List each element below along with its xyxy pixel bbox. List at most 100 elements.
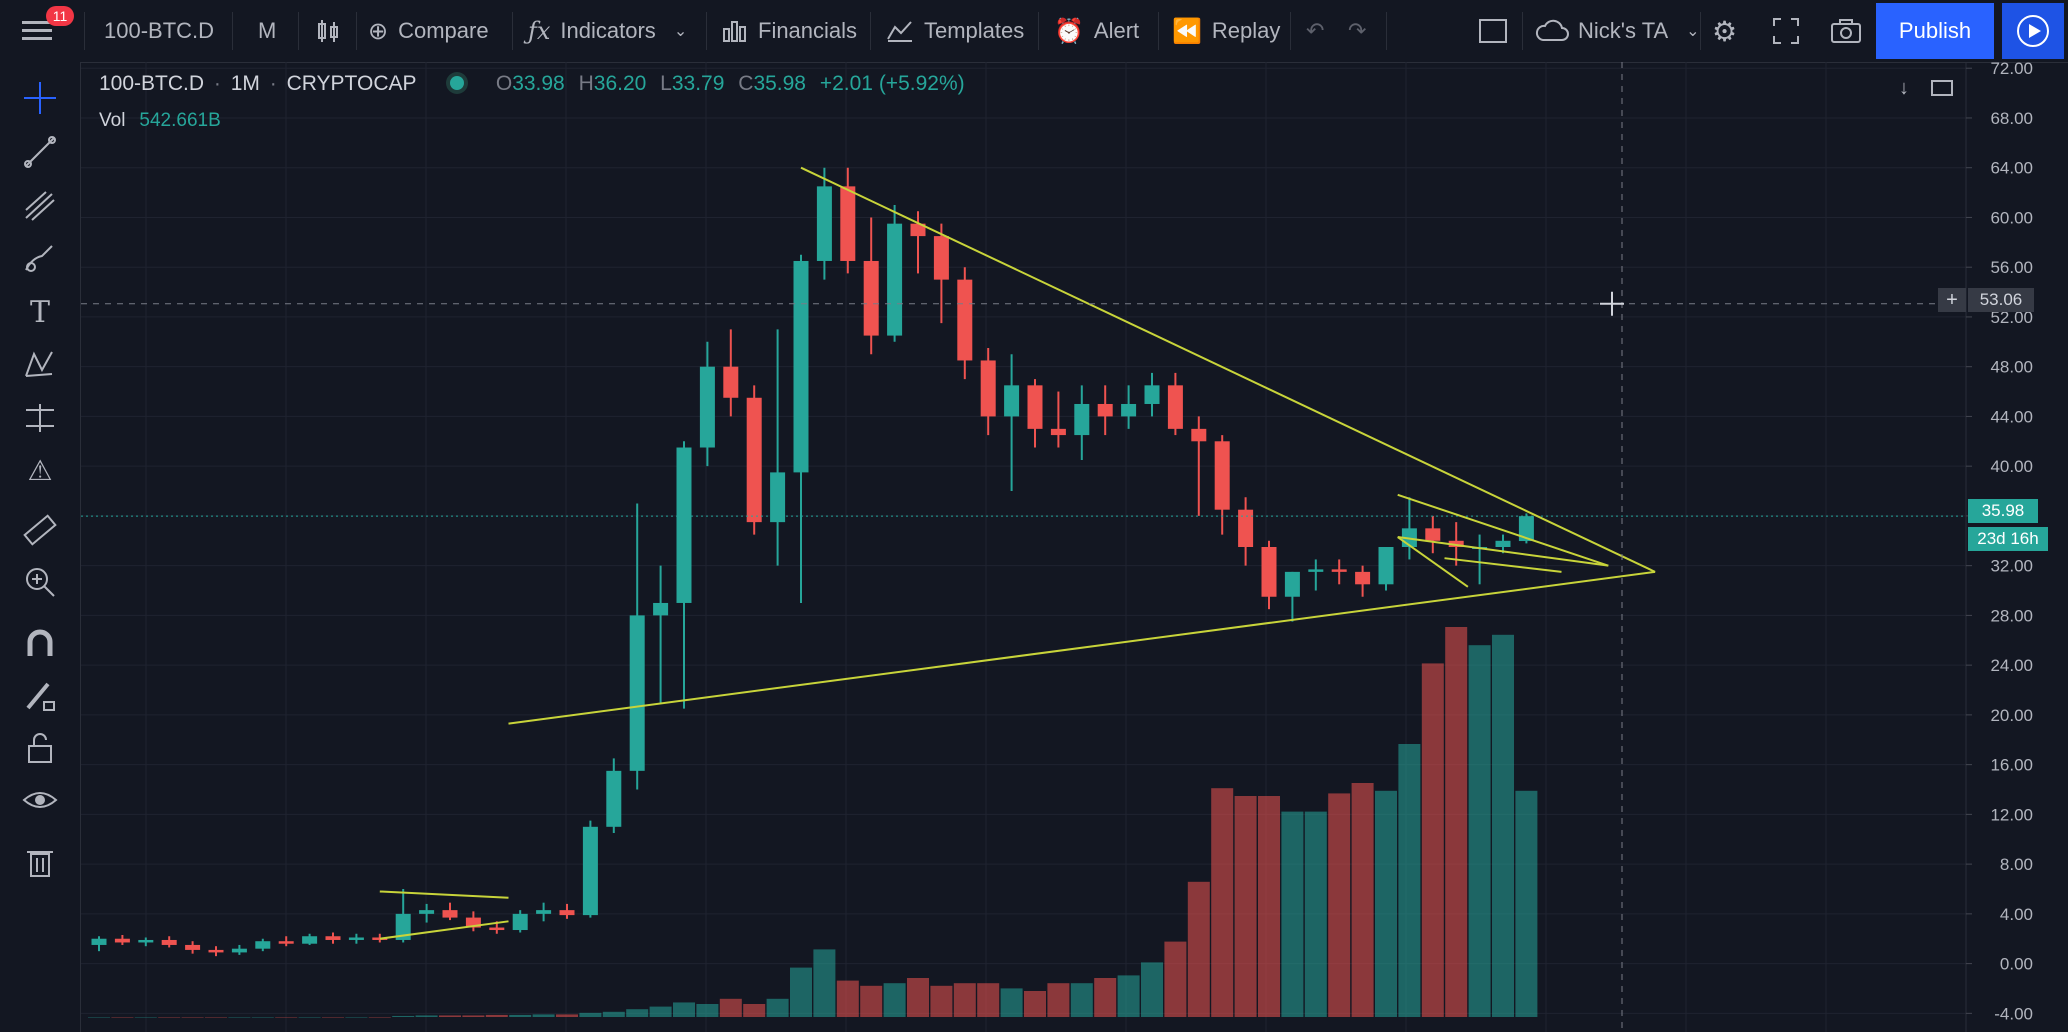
candle <box>629 503 645 790</box>
chart-legend: 100-BTC.D · 1M · CRYPTOCAP O33.98 H36.20… <box>99 72 965 95</box>
candle-body <box>1495 540 1511 547</box>
candle <box>91 936 107 952</box>
candle-body <box>723 366 739 398</box>
trendline <box>800 166 1656 573</box>
fib-tool[interactable] <box>20 186 60 226</box>
axis-tick-label: 68.00 <box>1990 109 2033 128</box>
plus-circle-icon: ⊕ <box>368 17 389 45</box>
candle-body <box>161 939 177 945</box>
brush-tool[interactable] <box>20 238 60 278</box>
volume-bar <box>696 1004 719 1017</box>
volume-bar <box>766 998 789 1017</box>
volume-bar <box>368 1017 391 1018</box>
interval-button[interactable]: M <box>258 18 277 43</box>
pencil-lock-icon <box>26 682 55 711</box>
market-status-dot[interactable] <box>450 76 464 90</box>
financials-button[interactable]: Financials <box>722 0 857 62</box>
menu-button[interactable] <box>22 0 52 62</box>
volume-bar <box>1304 811 1327 1017</box>
candle <box>395 888 411 943</box>
remove-drawings-tool[interactable] <box>20 842 60 882</box>
trend-line-tool[interactable] <box>20 132 60 172</box>
indicators-button[interactable]: ƒx Indicators ⌄ <box>528 17 688 45</box>
candle-body <box>1027 385 1043 429</box>
settings-button[interactable]: ⚙ <box>1712 0 1737 62</box>
arrow-down-icon: ↓ <box>1899 76 1909 99</box>
play-button[interactable] <box>2002 3 2064 59</box>
lock-drawings-tool[interactable] <box>20 676 60 716</box>
candle <box>1214 435 1230 535</box>
zoom-tool[interactable] <box>20 562 60 602</box>
publish-button[interactable]: Publish <box>1876 3 1994 59</box>
low-value: 33.79 <box>671 72 725 95</box>
last-price-tag: 35.98 <box>1968 499 2038 523</box>
candle <box>746 385 762 535</box>
vol-label[interactable]: Vol <box>99 110 126 131</box>
add-alert-plus-button[interactable]: + <box>1938 288 1966 312</box>
replay-button[interactable]: ⏪ Replay <box>1172 17 1281 45</box>
undo-button[interactable]: ↶ <box>1306 0 1324 62</box>
prediction-tool[interactable] <box>20 398 60 438</box>
scroll-to-bottom-button[interactable]: ↓ <box>1888 74 1920 102</box>
price-chart[interactable]: 72.00 68.00 64.00 60.00 56.00 52.00 48.00 44.00… <box>81 62 2068 1032</box>
candle <box>1308 559 1324 591</box>
legend-symbol[interactable]: 100-BTC.D <box>99 72 205 95</box>
candle-body <box>840 186 856 261</box>
candle-body <box>419 910 435 914</box>
magnet-tool[interactable] <box>20 624 60 664</box>
axis-tick-label: 28.00 <box>1990 606 2033 625</box>
candle <box>1074 385 1090 460</box>
alert-button[interactable]: ⏰ Alert <box>1054 17 1140 45</box>
vol-value: 542.661B <box>139 110 221 131</box>
axis-tick-label: 8.00 <box>2000 855 2033 874</box>
compare-button[interactable]: ⊕ Compare <box>368 17 489 45</box>
chart-type-button[interactable] <box>315 0 341 62</box>
candle-body <box>1238 509 1254 547</box>
trendline <box>379 920 509 940</box>
pattern-tool[interactable] <box>20 344 60 384</box>
candle <box>1167 372 1183 436</box>
volume-bar <box>439 1015 461 1017</box>
brush-icon <box>25 245 53 272</box>
rewind-icon: ⏪ <box>1172 17 1202 45</box>
symbol-search-button[interactable]: 100-BTC.D <box>104 18 215 43</box>
candle-body <box>770 472 786 523</box>
candle <box>887 205 903 342</box>
candle-body <box>114 938 130 943</box>
axis-tick-label: 64.00 <box>1990 159 2033 178</box>
volume-bar <box>1468 645 1491 1017</box>
volume-bar <box>602 1011 625 1017</box>
warning-tool[interactable]: ⚠ <box>20 450 60 490</box>
text-tool[interactable]: T <box>20 292 60 332</box>
volume-bar <box>1492 634 1514 1017</box>
text-icon: T <box>29 294 50 330</box>
fullscreen-button[interactable] <box>1772 0 1800 62</box>
candle-body <box>255 941 271 949</box>
maximize-chart-button[interactable] <box>1926 74 1958 102</box>
candle-body <box>512 913 528 931</box>
candle <box>161 936 177 948</box>
candle-body <box>208 949 224 953</box>
chevron-down-icon: ⌄ <box>1686 23 1700 40</box>
trendline <box>1397 536 1469 588</box>
candle-body <box>536 910 552 914</box>
candle <box>278 936 294 947</box>
unlock-icon <box>28 733 52 763</box>
hide-drawings-tool[interactable] <box>20 780 60 820</box>
lock-tool[interactable] <box>20 728 60 768</box>
redo-button[interactable]: ↷ <box>1348 0 1366 62</box>
candle-body <box>1284 571 1300 597</box>
ruler-tool[interactable] <box>20 510 60 550</box>
snapshot-button[interactable] <box>1830 0 1862 62</box>
candle-body <box>957 279 973 361</box>
save-layout-button[interactable]: Nick's TA ⌄ <box>1534 0 1700 62</box>
volume-bar <box>1141 962 1163 1017</box>
volume-bar <box>1351 783 1374 1017</box>
volume-bar <box>626 1009 649 1017</box>
layout-button[interactable] <box>1478 0 1508 62</box>
crosshair-tool[interactable] <box>20 78 60 118</box>
candle <box>1027 379 1043 448</box>
templates-button[interactable]: Templates <box>886 0 1024 62</box>
candle <box>325 932 341 944</box>
volume-bar <box>392 1015 415 1017</box>
